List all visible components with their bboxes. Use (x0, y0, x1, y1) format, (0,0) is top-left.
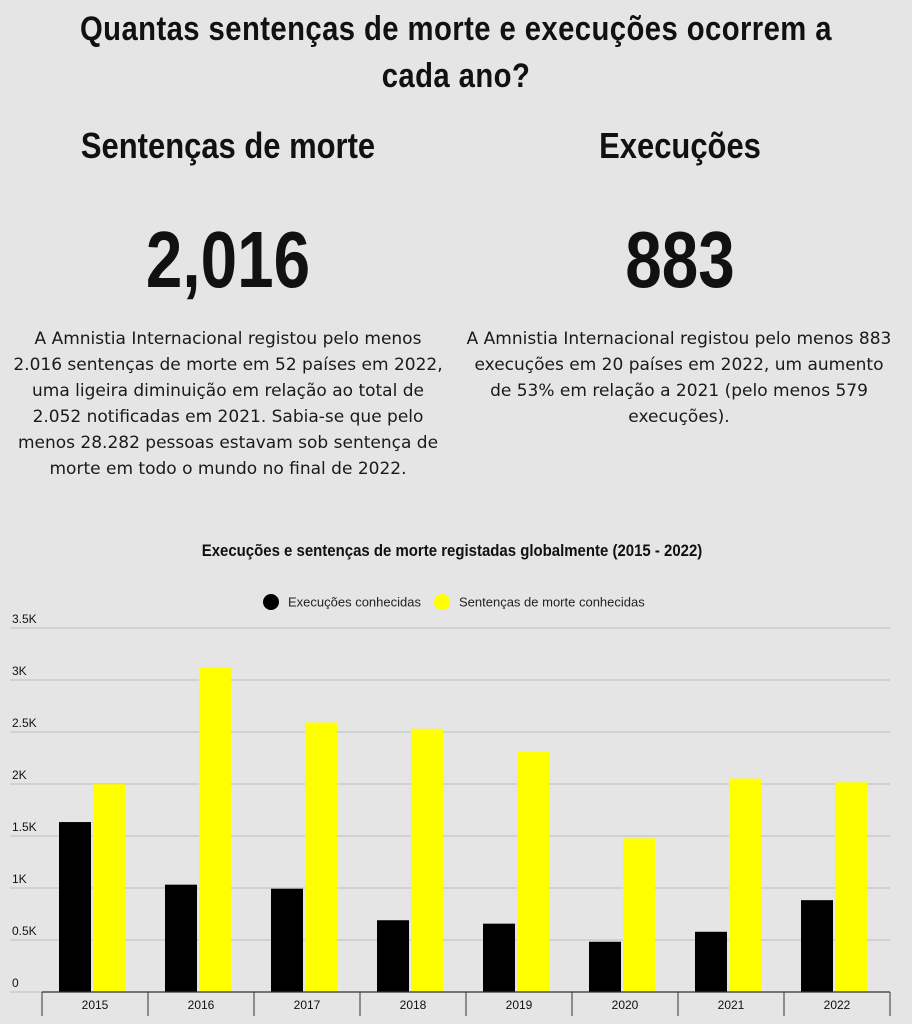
bar-sentencas-2018 (411, 728, 443, 992)
legend-label-1: Sentenças de morte conhecidas (459, 595, 645, 610)
bar-sentencas-2016 (199, 667, 231, 992)
x-tick-label: 2018 (400, 998, 427, 1012)
legend-label-0: Execuções conhecidas (288, 595, 421, 610)
executions-value: 883 (625, 215, 735, 304)
x-tick-label: 2015 (82, 998, 109, 1012)
y-tick-label: 1.5K (12, 820, 37, 834)
y-tick-label: 2.5K (12, 716, 37, 730)
bar-execucoes-2022 (801, 900, 833, 992)
executions-heading: Execuções (599, 125, 761, 166)
bar-sentencas-2019 (517, 752, 549, 992)
bar-execucoes-2020 (589, 941, 621, 992)
bar-chart: Execuções conhecidas Sentenças de morte c… (10, 594, 891, 1016)
y-tick-label: 3K (12, 664, 27, 678)
x-tick-label: 2020 (612, 998, 639, 1012)
x-tick-label: 2022 (824, 998, 851, 1012)
bar-execucoes-2016 (165, 884, 197, 992)
bar-sentencas-2020 (623, 838, 655, 992)
x-tick-label: 2019 (506, 998, 533, 1012)
y-tick-label: 0 (12, 976, 19, 990)
death-sentences-description: A Amnistia Internacional registou pelo m… (13, 329, 443, 479)
y-tick-label: 0.5K (12, 924, 37, 938)
page-title: Quantas sentenças de morte e execuções o… (80, 10, 832, 95)
bar-execucoes-2021 (695, 931, 727, 992)
y-tick-label: 1K (12, 872, 27, 886)
x-tick-label: 2021 (718, 998, 745, 1012)
y-tick-label: 3.5K (12, 612, 37, 626)
death-sentences-value: 2,016 (145, 215, 311, 304)
bar-execucoes-2019 (483, 923, 515, 992)
bar-execucoes-2018 (377, 920, 409, 992)
bar-execucoes-2015 (59, 822, 91, 992)
x-tick-label: 2016 (188, 998, 215, 1012)
bar-sentencas-2017 (305, 722, 337, 992)
bar-sentencas-2021 (729, 778, 761, 992)
death-sentences-heading: Sentenças de morte (80, 125, 376, 166)
legend-swatch-0 (263, 594, 279, 610)
bar-sentencas-2022 (835, 782, 867, 992)
x-tick-label: 2017 (294, 998, 321, 1012)
chart-title: Execuções e sentenças de morte registada… (201, 541, 703, 560)
bar-sentencas-2015 (93, 784, 125, 992)
bar-execucoes-2017 (271, 888, 303, 992)
legend-swatch-1 (434, 594, 450, 610)
y-tick-label: 2K (12, 768, 27, 782)
executions-description: A Amnistia Internacional registou pelo m… (466, 329, 892, 427)
